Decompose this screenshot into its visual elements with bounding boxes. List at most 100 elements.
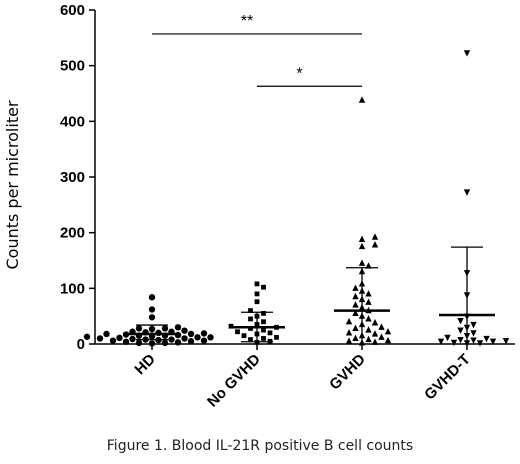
data-point-square — [261, 327, 266, 333]
axis-labels: 0 100 200 300 400 500 600 HD No GVHD GVHD GVHD-T Co… — [3, 2, 474, 411]
data-point-triangle-down — [489, 338, 497, 346]
data-point-square — [248, 316, 253, 322]
data-point-triangle-down — [470, 321, 477, 329]
data-point-triangle-up — [352, 324, 359, 332]
data-point-triangle-up — [378, 323, 385, 330]
data-point-square — [248, 337, 253, 342]
data-point-circle — [148, 294, 156, 301]
significance-label: ** — [241, 13, 253, 30]
y-tick-label: 500 — [60, 58, 85, 75]
data-point-circle — [194, 334, 201, 341]
figure-caption: Figure 1. Blood IL-21R positive B cell c… — [106, 438, 414, 454]
data-point-circle — [83, 333, 91, 340]
data-point-circle — [168, 336, 175, 343]
data-points — [83, 50, 510, 347]
data-point-square — [254, 299, 260, 305]
data-point-triangle-up — [345, 329, 353, 336]
data-point-circle — [187, 330, 195, 338]
mean-sd-bars — [124, 246, 495, 344]
significance-annotations: *** — [152, 13, 362, 87]
data-point-triangle-down — [444, 334, 451, 342]
data-point-circle — [174, 339, 182, 346]
data-point-triangle-down — [470, 330, 477, 337]
data-point-circle — [161, 339, 169, 347]
data-point-triangle-down — [463, 189, 471, 196]
data-point-circle — [148, 340, 156, 347]
data-point-triangle-down — [463, 50, 471, 57]
data-point-square — [261, 319, 266, 325]
data-point-triangle-up — [358, 235, 366, 242]
data-point-triangle-up — [371, 233, 379, 240]
y-tick-label: 100 — [60, 280, 85, 297]
data-point-square — [248, 308, 253, 313]
data-point-triangle-up — [371, 319, 379, 326]
data-point-circle — [207, 334, 214, 341]
data-point-triangle-up — [352, 301, 359, 308]
data-point-triangle-down — [470, 337, 477, 344]
y-tick-label: 400 — [60, 113, 85, 130]
data-point-triangle-up — [371, 338, 379, 345]
data-point-triangle-up — [352, 334, 359, 342]
y-tick-label: 0 — [77, 336, 85, 353]
data-point-triangle-down — [476, 340, 484, 347]
data-point-triangle-up — [358, 259, 366, 266]
data-point-circle — [122, 338, 130, 345]
data-point-circle — [161, 325, 169, 332]
data-point-triangle-up — [365, 335, 372, 343]
data-point-square — [261, 284, 266, 290]
data-point-triangle-up — [365, 262, 372, 269]
data-point-triangle-up — [365, 315, 372, 322]
data-point-circle — [200, 337, 208, 344]
data-point-square — [267, 330, 273, 336]
data-point-triangle-down — [457, 327, 464, 334]
data-point-triangle-down — [450, 339, 458, 347]
data-point-circle — [187, 338, 195, 345]
data-point-triangle-up — [352, 309, 359, 316]
data-point-triangle-up — [365, 298, 372, 305]
data-point-triangle-up — [358, 242, 366, 250]
y-tick-label: 300 — [60, 169, 85, 186]
data-point-triangle-up — [371, 241, 379, 248]
data-point-circle — [200, 330, 208, 337]
x-category-label: GVHD-T — [421, 351, 474, 404]
x-category-label: HD — [131, 351, 158, 378]
data-point-square — [274, 334, 279, 340]
data-point-square — [261, 336, 266, 341]
x-category-label: No GVHD — [204, 351, 264, 411]
data-point-circle — [148, 314, 156, 321]
data-point-circle — [148, 306, 156, 313]
data-point-circle — [181, 335, 188, 342]
data-point-triangle-down — [483, 335, 490, 343]
data-point-square — [254, 281, 260, 287]
data-point-circle — [103, 330, 110, 338]
data-point-circle — [116, 334, 123, 342]
data-point-triangle-up — [378, 333, 385, 340]
y-tick-label: 200 — [60, 225, 85, 242]
data-point-triangle-up — [345, 337, 353, 344]
data-point-triangle-up — [352, 284, 359, 291]
y-axis-title: Counts per microliter — [3, 100, 22, 269]
data-point-triangle-up — [384, 327, 392, 335]
data-point-triangle-up — [365, 326, 372, 333]
data-point-circle — [109, 337, 117, 344]
data-point-circle — [96, 335, 104, 342]
data-point-triangle-up — [365, 290, 372, 297]
data-point-circle — [174, 324, 182, 331]
data-point-triangle-down — [437, 338, 445, 346]
y-tick-label: 600 — [60, 2, 85, 19]
data-point-triangle-up — [352, 292, 359, 300]
data-point-triangle-down — [502, 338, 510, 345]
data-point-circle — [135, 339, 143, 347]
data-point-triangle-up — [371, 330, 379, 337]
data-point-triangle-up — [384, 336, 392, 344]
data-point-circle — [129, 335, 136, 343]
data-point-triangle-down — [457, 318, 464, 325]
data-point-square — [261, 310, 266, 316]
x-category-label: GVHD — [326, 351, 369, 394]
data-point-triangle-down — [457, 336, 464, 344]
significance-label: * — [296, 65, 302, 82]
data-point-circle — [181, 327, 188, 334]
data-point-circle — [135, 325, 143, 332]
